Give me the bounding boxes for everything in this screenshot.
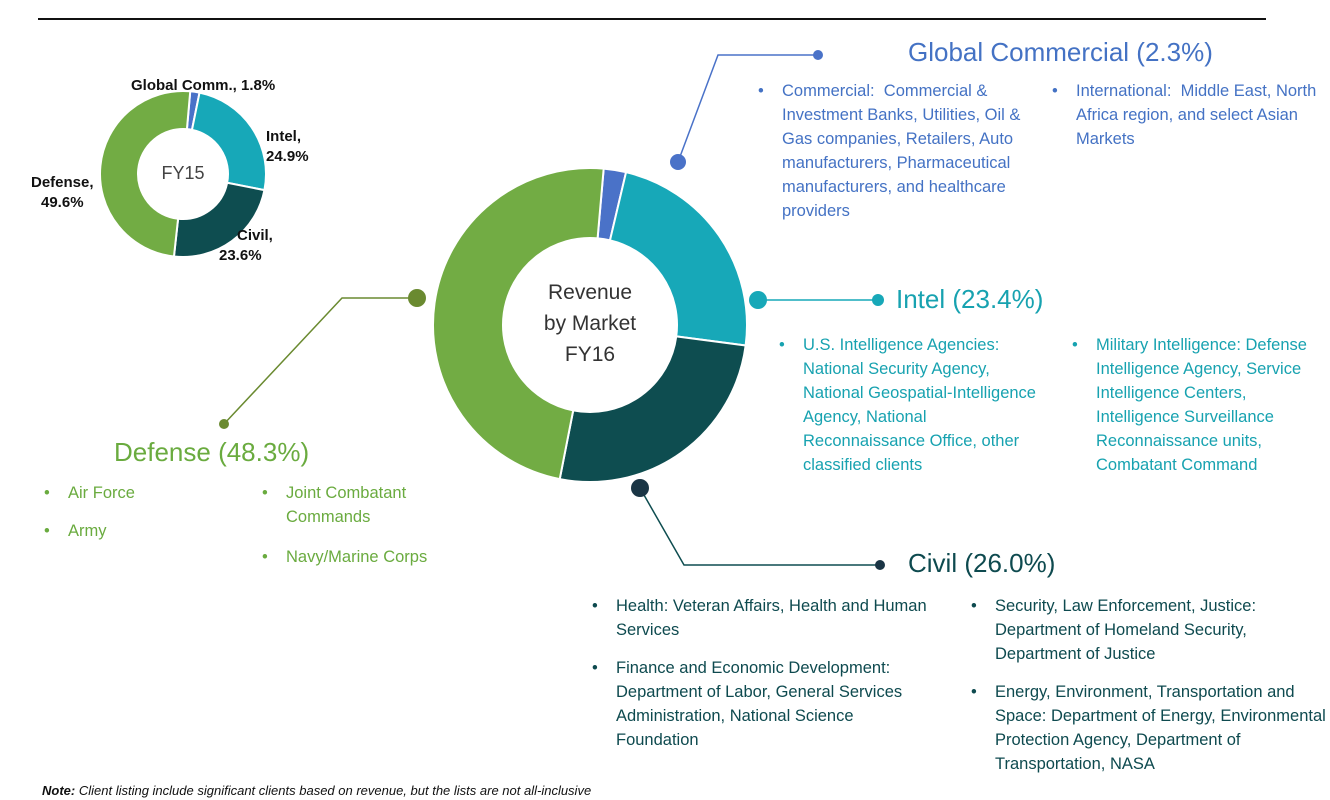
civil-dot-small: [875, 560, 885, 570]
global-international-list: International: Middle East, North Africa…: [1050, 79, 1326, 151]
civil-list-left: Health: Veteran Affairs, Health and Huma…: [590, 594, 940, 752]
fy15-label-defense: Defense, 49.6%: [31, 173, 94, 213]
fy16-slice-defense: [433, 168, 605, 481]
fy15-slice-defense: [100, 91, 192, 257]
fy16-center-line-1: Revenue: [547, 281, 633, 304]
fy16-donut-chart: [433, 168, 747, 482]
civil-security-text: Department of Homeland Security, Departm…: [995, 621, 1247, 663]
civil-security-key: Security, Law Enforcement, Justice: [995, 597, 1252, 615]
defense-list-right: Joint Combatant Commands Navy/Marine Cor…: [260, 481, 460, 569]
defense-connector: [223, 297, 417, 425]
global-international-item: International: Middle East, North Africa…: [1050, 79, 1326, 151]
defense-dot-large: [408, 289, 426, 307]
intel-military-item: Military Intelligence: Defense Intellige…: [1070, 333, 1326, 477]
civil-item-health: Health: Veteran Affairs, Health and Huma…: [590, 594, 940, 642]
intel-us-list: U.S. Intelligence Agencies: National Sec…: [777, 333, 1045, 477]
global-international-key: International:: [1076, 82, 1172, 100]
intel-military-text: Defense Intelligence Agency, Service Int…: [1096, 336, 1307, 474]
civil-connector: [639, 487, 880, 566]
intel-us-item: U.S. Intelligence Agencies: National Sec…: [777, 333, 1045, 477]
civil-health-key: Health:: [616, 597, 669, 615]
defense-heading: Defense (48.3%): [114, 437, 310, 467]
civil-finance-text: Department of Labor, General Services Ad…: [616, 683, 903, 749]
fy16-slice-intel: [608, 170, 747, 347]
fy15-label-intel: Intel, 24.9%: [266, 127, 309, 167]
intel-heading: Intel (23.4%): [896, 284, 1044, 314]
defense-item-navy: Navy/Marine Corps: [260, 545, 460, 569]
fy16-slice-civil: [558, 335, 747, 482]
intel-military-list: Military Intelligence: Defense Intellige…: [1070, 333, 1326, 477]
civil-security-colon: :: [1251, 597, 1257, 615]
footnote-text: Client listing include significant clien…: [78, 783, 592, 798]
defense-item-army: Army: [42, 519, 222, 543]
fy16-center-label: Revenue by Market FY16: [520, 277, 660, 370]
fy15-label-defense-name: Defense,: [31, 174, 94, 191]
civil-finance-key: Finance and Economic Development:: [616, 659, 891, 677]
global-commercial-item: Commercial: Commercial & Investment Bank…: [756, 79, 1052, 223]
fy15-donut-chart: [100, 91, 266, 257]
civil-energy-text: Department of Energy, Environmental Prot…: [995, 707, 1326, 773]
global-heading: Global Commercial (2.3%): [908, 37, 1213, 67]
intel-us-key: U.S. Intelligence Agencies:: [803, 336, 1000, 354]
intel-military-key: Military Intelligence: [1096, 336, 1237, 354]
fy16-center-line-2: by Market: [543, 312, 637, 335]
fy15-slice-civil: [172, 181, 266, 257]
civil-heading: Civil (26.0%): [908, 548, 1056, 578]
fy15-label-global: Global Comm., 1.8%: [131, 77, 276, 94]
global-connector: [677, 54, 818, 163]
fy15-center-label: FY15: [161, 163, 205, 183]
fy15-slice-intel: [190, 91, 266, 192]
intel-dot-large: [749, 291, 767, 309]
fy15-label-civil-name: Civil,: [237, 227, 273, 244]
footnote: Note: Client listing include significant…: [42, 783, 591, 798]
defense-item-air-force: Air Force: [42, 481, 222, 505]
global-dot-small: [813, 50, 823, 60]
defense-list-left: Air Force Army: [42, 481, 222, 543]
civil-item-security: Security, Law Enforcement, Justice: Depa…: [969, 594, 1327, 666]
fy16-center-line-3: FY16: [564, 343, 616, 366]
global-international-text: Middle East, North Africa region, and se…: [1076, 82, 1317, 148]
defense-item-joint-combatant: Joint Combatant Commands: [260, 481, 460, 529]
fy15-label-intel-name: Intel,: [266, 128, 302, 145]
intel-dot-small: [872, 294, 884, 306]
intel-military-colon: :: [1236, 336, 1241, 354]
global-commercial-list: Commercial: Commercial & Investment Bank…: [756, 79, 1052, 223]
global-dot-large: [670, 154, 686, 170]
fy15-label-defense-value: 49.6%: [41, 194, 84, 211]
defense-dot-small: [219, 419, 229, 429]
fy15-label-civil: Civil, 23.6%: [219, 226, 273, 266]
civil-energy-key: Energy, Environment, Transportation and …: [995, 683, 1295, 725]
civil-health-text: Veteran Affairs, Health and Human Servic…: [616, 597, 927, 639]
footnote-key: Note:: [42, 783, 76, 798]
fy15-label-intel-value: 24.9%: [266, 148, 309, 165]
intel-us-text: National Security Agency, National Geosp…: [803, 360, 1036, 474]
global-commercial-text: Commercial & Investment Banks, Utilities…: [782, 82, 1021, 220]
civil-list-right: Security, Law Enforcement, Justice: Depa…: [969, 594, 1327, 776]
global-commercial-key: Commercial:: [782, 82, 875, 100]
civil-item-energy: Energy, Environment, Transportation and …: [969, 680, 1327, 776]
fy15-label-civil-value: 23.6%: [219, 247, 262, 264]
civil-dot-large: [631, 479, 649, 497]
top-rule: [38, 18, 1266, 20]
civil-item-finance: Finance and Economic Development: Depart…: [590, 656, 940, 752]
